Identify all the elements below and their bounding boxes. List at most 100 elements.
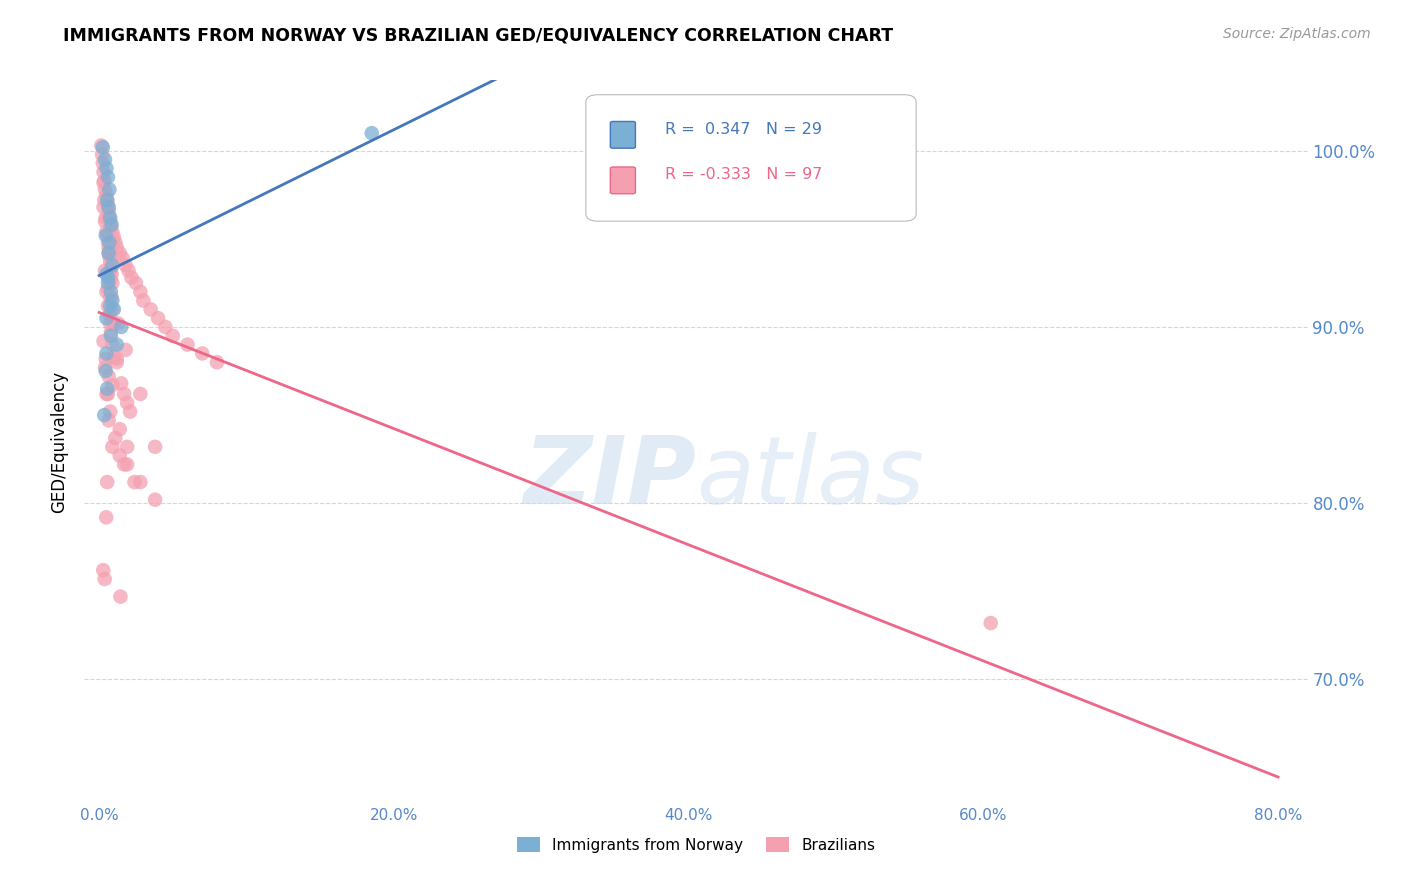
Point (105, 351, 128, 366)
Point (112, 458, 135, 472)
Point (103, 317, 125, 331)
Point (97, 276, 120, 290)
Point (96, 311, 118, 326)
Point (97, 246, 120, 260)
Point (97, 170, 120, 185)
Point (97, 203, 120, 218)
Point (100, 326, 122, 340)
Point (100, 267, 122, 281)
Legend: Immigrants from Norway, Brazilians: Immigrants from Norway, Brazilians (509, 829, 883, 860)
Point (94, 214, 117, 228)
Point (115, 458, 138, 472)
Point (114, 258, 136, 272)
Point (98, 182, 121, 196)
Point (360, 126, 382, 140)
Point (96, 228, 118, 243)
Point (93, 193, 115, 207)
FancyBboxPatch shape (586, 95, 917, 221)
Point (100, 219, 122, 234)
Point (96, 193, 118, 207)
Text: ZIP: ZIP (523, 432, 696, 524)
Point (96, 475, 118, 489)
Point (90, 138, 112, 153)
Point (115, 396, 138, 410)
Point (93, 408, 115, 422)
Point (155, 320, 177, 334)
Point (121, 270, 143, 285)
FancyBboxPatch shape (610, 167, 636, 194)
Point (205, 355, 228, 369)
Point (108, 246, 131, 260)
Point (94, 182, 117, 196)
Point (93, 165, 115, 179)
Point (98, 209, 121, 223)
Point (91, 140, 114, 154)
Point (97, 413, 120, 427)
Text: IMMIGRANTS FROM NORWAY VS BRAZILIAN GED/EQUIVALENCY CORRELATION CHART: IMMIGRANTS FROM NORWAY VS BRAZILIAN GED/… (63, 27, 893, 45)
Point (115, 440, 138, 454)
Point (94, 211, 117, 225)
Point (162, 328, 184, 343)
Point (101, 276, 124, 290)
Point (101, 337, 124, 351)
Point (94, 263, 117, 277)
Point (110, 590, 132, 604)
Point (101, 258, 124, 272)
Point (110, 320, 132, 334)
Point (98, 263, 121, 277)
Point (91, 563, 114, 577)
Point (98, 254, 121, 268)
Point (98, 250, 121, 264)
Point (98, 317, 121, 331)
Point (98, 211, 121, 225)
Point (139, 302, 162, 317)
Point (191, 346, 214, 360)
Point (97, 270, 120, 285)
Point (118, 404, 141, 418)
Point (980, 615, 1002, 630)
Point (91, 147, 114, 161)
Point (108, 422, 131, 436)
Point (93, 200, 115, 214)
Point (114, 343, 136, 357)
Point (108, 449, 131, 463)
Point (146, 311, 169, 326)
Point (96, 225, 118, 239)
Point (93, 572, 115, 586)
Point (97, 387, 120, 401)
Point (97, 369, 120, 384)
Point (125, 276, 148, 290)
Point (98, 214, 121, 228)
Point (100, 290, 122, 304)
Point (91, 156, 114, 170)
Point (101, 225, 124, 239)
Point (100, 285, 122, 299)
Point (94, 360, 117, 375)
Point (143, 440, 166, 454)
Point (103, 230, 125, 244)
Point (129, 475, 152, 489)
Text: atlas: atlas (696, 432, 924, 524)
Point (105, 337, 128, 351)
Point (132, 293, 155, 308)
Point (112, 387, 135, 401)
Y-axis label: GED/Equivalency: GED/Equivalency (51, 370, 69, 513)
Point (98, 299, 121, 313)
Point (100, 272, 122, 286)
Point (104, 431, 127, 445)
Point (103, 350, 125, 364)
Point (97, 235, 120, 250)
Point (105, 241, 128, 255)
Point (97, 198, 120, 212)
Point (97, 241, 120, 255)
Point (96, 267, 118, 281)
Point (93, 176, 115, 190)
Point (93, 334, 115, 348)
Point (100, 218, 122, 232)
Point (96, 193, 118, 207)
Point (105, 355, 128, 369)
Point (98, 404, 121, 418)
Point (97, 200, 120, 214)
Point (101, 302, 124, 317)
Point (96, 387, 118, 401)
